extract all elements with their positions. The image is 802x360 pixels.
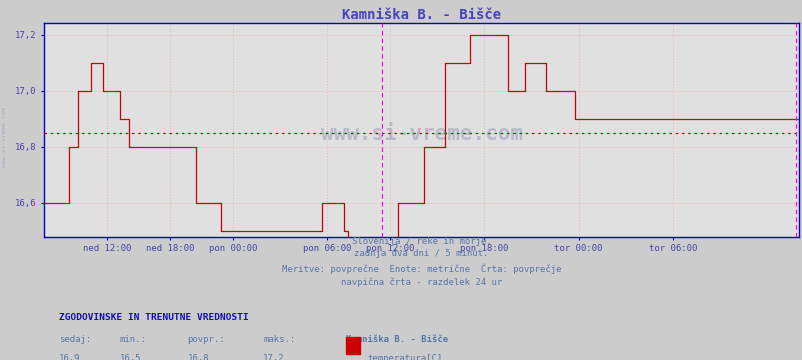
Text: Kamniška B. - Bišče: Kamniška B. - Bišče [346, 335, 448, 344]
Text: maks.:: maks.: [263, 335, 295, 344]
Text: ZGODOVINSKE IN TRENUTNE VREDNOSTI: ZGODOVINSKE IN TRENUTNE VREDNOSTI [59, 313, 249, 322]
Text: 16,8: 16,8 [188, 354, 209, 360]
Text: temperatura[C]: temperatura[C] [367, 354, 442, 360]
Text: povpr.:: povpr.: [188, 335, 225, 344]
Text: min.:: min.: [119, 335, 146, 344]
Text: Slovenija / reke in morje.
zadnja dva dni / 5 minut.
Meritve: povprečne  Enote: : Slovenija / reke in morje. zadnja dva dn… [282, 237, 561, 287]
Text: www.si-vreme.com: www.si-vreme.com [320, 124, 522, 144]
Text: www.si-vreme.com: www.si-vreme.com [2, 107, 6, 167]
Text: 16,9: 16,9 [59, 354, 81, 360]
Text: sedaj:: sedaj: [59, 335, 91, 344]
Title: Kamniška B. - Bišče: Kamniška B. - Bišče [342, 8, 500, 22]
Text: 17,2: 17,2 [263, 354, 284, 360]
Bar [346, 359, 359, 360]
Text: 16,5: 16,5 [119, 354, 141, 360]
Bar [346, 337, 359, 354]
